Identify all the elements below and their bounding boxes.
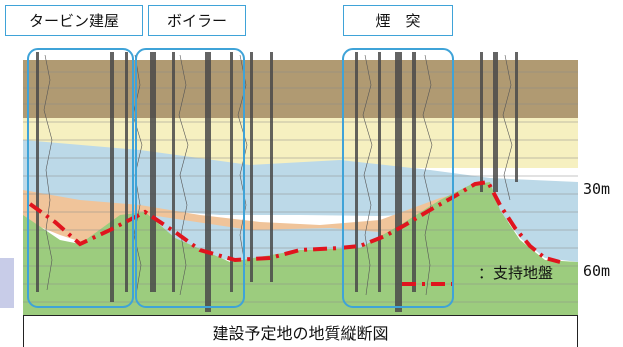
borehole-column bbox=[250, 52, 253, 282]
borehole-column bbox=[150, 52, 156, 292]
right-blue-layer bbox=[490, 180, 578, 262]
chimney-label: 煙 突 bbox=[343, 5, 453, 36]
boiler-label: ボイラー bbox=[148, 5, 246, 36]
support-layer-legend-label: ：支持地盤 bbox=[478, 264, 554, 282]
borehole-column bbox=[230, 52, 233, 292]
borehole-column bbox=[36, 52, 39, 292]
borehole-column bbox=[480, 52, 483, 192]
borehole-column bbox=[378, 52, 381, 292]
top-brown-layer bbox=[23, 60, 578, 122]
green-support-layer bbox=[23, 182, 578, 315]
borehole-column bbox=[205, 52, 211, 312]
diagram-caption: 建設予定地の地質縦断図 bbox=[23, 315, 578, 347]
left-edge-accent bbox=[0, 258, 14, 308]
borehole-column bbox=[515, 52, 518, 182]
borehole-column bbox=[395, 52, 402, 312]
depth-marker-60m: 60m bbox=[583, 262, 611, 280]
depth-marker-30m: 30m bbox=[583, 180, 611, 198]
boiler-frame bbox=[135, 48, 245, 308]
strata-lines bbox=[23, 71, 578, 303]
turbine-frame bbox=[27, 48, 134, 308]
borehole-column bbox=[412, 52, 416, 292]
borehole-column bbox=[270, 52, 273, 282]
borehole-column bbox=[493, 52, 498, 192]
borehole-columns bbox=[36, 52, 518, 312]
turbine-building-label: タービン建屋 bbox=[5, 5, 143, 36]
borehole-column bbox=[172, 52, 175, 292]
borehole-column bbox=[125, 52, 128, 292]
borehole-column bbox=[110, 52, 114, 302]
chimney-frame bbox=[342, 48, 454, 308]
borehole-column bbox=[355, 52, 358, 292]
